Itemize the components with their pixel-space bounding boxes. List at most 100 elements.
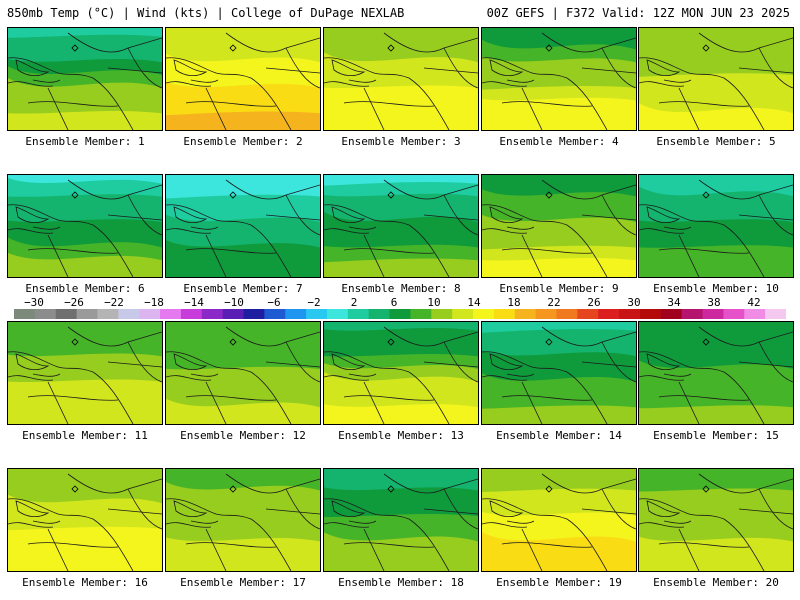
colorbar-segment (180, 309, 203, 319)
ensemble-member-label: Ensemble Member: 15 (653, 429, 779, 442)
ensemble-panel (638, 174, 794, 278)
ensemble-panel (323, 174, 479, 278)
temperature-map (639, 469, 793, 571)
ensemble-panel (481, 321, 637, 425)
colorbar-segment (347, 309, 370, 319)
colorbar-tick-label: 38 (707, 296, 721, 309)
temperature-map (482, 28, 636, 130)
temperature-map (324, 28, 478, 130)
ensemble-panel (638, 321, 794, 425)
colorbar-tick-label: 2 (350, 296, 358, 309)
colorbar-segment (55, 309, 78, 319)
colorbar-segment (306, 309, 328, 319)
colorbar-tick-label: −6 (267, 296, 281, 309)
temperature-map (166, 175, 320, 277)
temperature-map (324, 469, 478, 571)
colorbar-segment (723, 309, 745, 319)
ensemble-panel (7, 174, 163, 278)
colorbar-segment (556, 309, 578, 319)
ensemble-panel (481, 174, 637, 278)
ensemble-member-label: Ensemble Member: 5 (656, 135, 776, 148)
colorbar-tick-label: 34 (667, 296, 681, 309)
colorbar-segment (452, 309, 474, 319)
temperature-map (8, 322, 162, 424)
temperature-map (482, 322, 636, 424)
colorbar-tick-label: −14 (184, 296, 204, 309)
ensemble-member-label: Ensemble Member: 7 (183, 282, 303, 295)
ensemble-member-label: Ensemble Member: 14 (496, 429, 622, 442)
temperature-map (482, 175, 636, 277)
ensemble-panel (638, 27, 794, 131)
ensemble-panel (323, 321, 479, 425)
colorbar-tick-label: 42 (747, 296, 761, 309)
colorbar-segment (514, 309, 537, 319)
colorbar-tick-label: 6 (390, 296, 398, 309)
ensemble-panel (638, 468, 794, 572)
colorbar-tick-label: −10 (224, 296, 244, 309)
temperature-map (166, 28, 320, 130)
colorbar-segment (222, 309, 245, 319)
colorbar-segment (535, 309, 557, 319)
colorbar-segment (744, 309, 766, 319)
ensemble-panel (7, 321, 163, 425)
colorbar-segment (139, 309, 161, 319)
colorbar-tick-label: 14 (467, 296, 481, 309)
ensemble-member-label: Ensemble Member: 13 (338, 429, 464, 442)
temperature-map (482, 469, 636, 571)
ensemble-member-label: Ensemble Member: 1 (25, 135, 145, 148)
ensemble-panel (165, 27, 321, 131)
colorbar-segment (264, 309, 286, 319)
colorbar-segment (76, 309, 98, 319)
temperature-map (639, 175, 793, 277)
colorbar-tick-label: −30 (24, 296, 44, 309)
ensemble-member-label: Ensemble Member: 17 (180, 576, 306, 589)
colorbar-segment (368, 309, 391, 319)
ensemble-member-label: Ensemble Member: 8 (341, 282, 461, 295)
ensemble-panel (323, 468, 479, 572)
colorbar-tick-label: −22 (104, 296, 124, 309)
colorbar-segment (243, 309, 265, 319)
ensemble-panel (323, 27, 479, 131)
colorbar-segment (681, 309, 704, 319)
ensemble-panel (165, 321, 321, 425)
ensemble-member-label: Ensemble Member: 18 (338, 576, 464, 589)
colorbar-segment (285, 309, 307, 319)
colorbar-tick-label: 30 (627, 296, 641, 309)
ensemble-member-label: Ensemble Member: 4 (499, 135, 619, 148)
colorbar-segment (410, 309, 432, 319)
ensemble-panel (7, 468, 163, 572)
temperature-map (8, 28, 162, 130)
colorbar-segment (118, 309, 140, 319)
colorbar-segment (598, 309, 620, 319)
colorbar-tick-label: −2 (307, 296, 321, 309)
ensemble-panel (481, 27, 637, 131)
ensemble-panel (481, 468, 637, 572)
ensemble-member-label: Ensemble Member: 20 (653, 576, 779, 589)
ensemble-member-label: Ensemble Member: 19 (496, 576, 622, 589)
ensemble-member-label: Ensemble Member: 9 (499, 282, 619, 295)
temperature-map (8, 469, 162, 571)
colorbar-segment (493, 309, 516, 319)
header-right: 00Z GEFS | F372 Valid: 12Z MON JUN 23 20… (486, 6, 790, 20)
colorbar-tick-label: 18 (507, 296, 521, 309)
ensemble-panel (165, 174, 321, 278)
temperature-colorbar (14, 309, 786, 319)
colorbar-segment (577, 309, 599, 319)
colorbar-segment (431, 309, 453, 319)
colorbar-segment (639, 309, 662, 319)
colorbar-segment (660, 309, 683, 319)
header-left: 850mb Temp (°C) | Wind (kts) | College o… (7, 6, 405, 20)
colorbar-tick-label: 22 (547, 296, 561, 309)
temperature-map (639, 322, 793, 424)
ensemble-member-label: Ensemble Member: 6 (25, 282, 145, 295)
colorbar-segment (34, 309, 57, 319)
ensemble-member-label: Ensemble Member: 16 (22, 576, 148, 589)
ensemble-member-label: Ensemble Member: 3 (341, 135, 461, 148)
temperature-map (324, 322, 478, 424)
colorbar-segment (473, 309, 495, 319)
colorbar-tick-label: 26 (587, 296, 601, 309)
colorbar-segment (765, 309, 786, 319)
ensemble-member-label: Ensemble Member: 11 (22, 429, 148, 442)
temperature-map (8, 175, 162, 277)
temperature-map (324, 175, 478, 277)
